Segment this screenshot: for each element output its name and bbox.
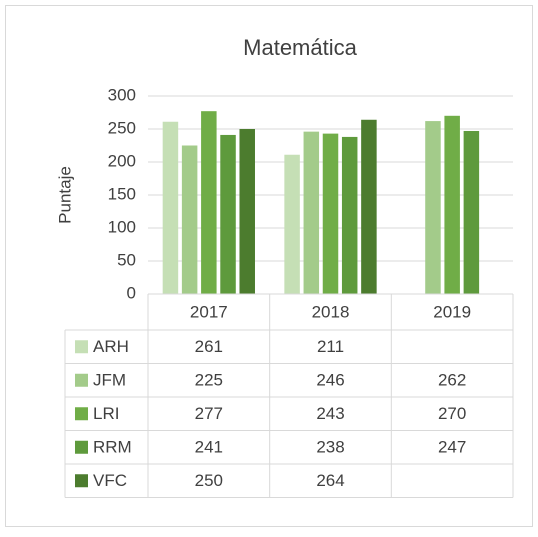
bar [201, 111, 217, 295]
bar [162, 121, 179, 295]
y-tick-label: 250 [108, 118, 136, 137]
table-value: 246 [316, 371, 344, 390]
bar [322, 133, 339, 294]
y-tick-label: 50 [117, 250, 136, 269]
table-value: 264 [316, 471, 344, 490]
legend-key [75, 474, 88, 488]
legend-key [75, 340, 88, 354]
bar [463, 130, 480, 294]
bar [284, 154, 300, 294]
bar [361, 119, 377, 294]
bar [303, 131, 320, 294]
table-value: 261 [195, 337, 223, 356]
bar [425, 121, 441, 294]
legend-label: ARH [93, 337, 129, 356]
y-tick-label: 100 [108, 217, 136, 236]
bar [341, 136, 358, 294]
y-tick-label: 200 [108, 151, 136, 170]
legend-key [75, 440, 88, 454]
table-value: 225 [195, 371, 223, 390]
bar [239, 129, 255, 294]
table-value: 211 [317, 337, 344, 356]
y-axis-title: Puntaje [55, 166, 74, 224]
legend-label: JFM [93, 371, 126, 390]
x-tick-label: 2018 [312, 302, 350, 321]
bar [181, 145, 198, 294]
legend-key [75, 407, 88, 421]
legend-key [75, 373, 88, 387]
x-tick-label: 2019 [433, 302, 471, 321]
legend-label: VFC [93, 471, 127, 490]
legend-label: RRM [93, 438, 132, 457]
y-tick-label: 300 [108, 85, 136, 104]
chart-title: Matemática [243, 35, 357, 60]
y-tick-label: 150 [108, 184, 136, 203]
x-tick-label: 2017 [190, 302, 228, 321]
table-value: 277 [195, 404, 223, 423]
table-value: 250 [195, 471, 223, 490]
table-value: 262 [438, 371, 466, 390]
table-value: 241 [195, 438, 223, 457]
table-value: 238 [316, 438, 344, 457]
bar [220, 134, 236, 294]
y-tick-label: 0 [127, 283, 136, 302]
bar [444, 115, 460, 294]
table-value: 247 [438, 438, 466, 457]
table-value: 270 [438, 404, 466, 423]
table-value: 243 [316, 404, 344, 423]
legend-label: LRI [93, 404, 119, 423]
